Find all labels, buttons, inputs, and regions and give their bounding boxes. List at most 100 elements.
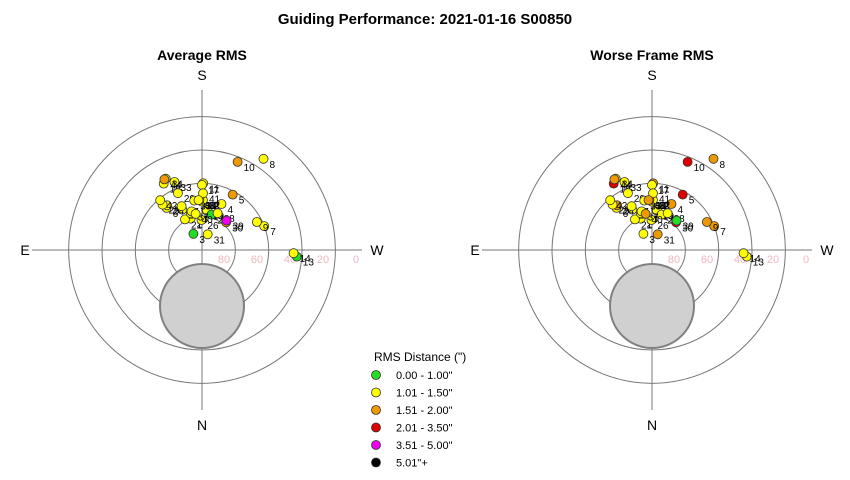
- pointing-label: 30: [682, 223, 694, 234]
- pointing-label: 11: [209, 184, 220, 195]
- pointing-label: 41: [659, 194, 671, 205]
- pointing-label: 25: [619, 206, 631, 217]
- legend-label: 0.00 - 1.00": [396, 370, 453, 382]
- north-label: N: [197, 417, 207, 433]
- pointing-label: 40: [652, 215, 664, 226]
- pointing-label: 24: [623, 206, 635, 217]
- pointing-marker: [196, 215, 207, 225]
- pointing-label: 21: [191, 220, 203, 231]
- south-label: S: [197, 67, 206, 83]
- pointing-label: 35: [650, 202, 662, 213]
- pointing-label: 17: [658, 186, 670, 197]
- pointing-label: 10: [244, 163, 256, 174]
- altitude-tick-label: 80: [218, 254, 230, 266]
- pointing-label: 8: [720, 160, 726, 171]
- pointing-label: 34: [172, 180, 184, 191]
- pointing-label: 13: [753, 258, 765, 269]
- pointing-label: 31: [214, 235, 226, 246]
- legend-swatch: [371, 457, 381, 468]
- pointing-marker: [638, 228, 649, 239]
- pointing-marker: [288, 248, 299, 259]
- pointing-label: 43: [205, 201, 217, 212]
- pointing-label: 12: [658, 201, 670, 212]
- pointing-label: 36: [205, 201, 217, 212]
- pointing-label: 11: [659, 184, 670, 195]
- legend-label: 1.51 - 2.00": [396, 405, 453, 417]
- pointing-marker: [155, 195, 166, 206]
- pointing-marker: [198, 188, 208, 199]
- pointing-marker: [702, 217, 712, 227]
- pointing-marker: [169, 177, 180, 187]
- pointing-marker: [258, 153, 269, 164]
- pointing-label: 42: [166, 201, 178, 212]
- pointing-marker: [609, 174, 620, 185]
- figure-title: Guiding Performance: 2021-01-16 S00850: [278, 11, 572, 28]
- pointing-marker: [159, 174, 170, 185]
- pointing-label: 9: [263, 223, 269, 234]
- pointing-marker: [648, 188, 658, 199]
- pointing-marker: [227, 189, 238, 200]
- pointing-label: 32: [659, 201, 671, 212]
- pointing-marker: [630, 214, 640, 225]
- pointing-marker: [180, 214, 190, 225]
- zenith-exclusion-zone: [159, 263, 245, 349]
- panel-title: Worse Frame RMS: [590, 47, 713, 63]
- pointing-label: 42: [616, 201, 628, 212]
- pointing-label: 32: [209, 201, 221, 212]
- pointing-label: 25: [169, 206, 181, 217]
- legend-label: 2.01 - 3.50": [396, 423, 453, 435]
- pointing-label: 6: [173, 209, 179, 220]
- pointing-marker: [652, 229, 663, 240]
- east-label: E: [470, 242, 479, 258]
- pointing-label: 41: [209, 194, 221, 205]
- pointing-marker: [677, 189, 688, 200]
- pointing-marker: [232, 156, 243, 167]
- rms-legend: RMS Distance (") 0.00 - 1.00" 1.01 - 1.50"…: [371, 350, 466, 470]
- altitude-tick-label: 0: [803, 254, 809, 266]
- pointing-marker: [605, 195, 616, 206]
- pointing-label: 4: [678, 205, 684, 216]
- pointing-label: 10: [694, 163, 706, 174]
- legend-swatch: [371, 387, 381, 398]
- pointing-marker: [221, 215, 232, 226]
- pointing-label: 39: [233, 222, 245, 233]
- pointing-marker: [643, 195, 654, 206]
- pointing-label: 9: [713, 223, 719, 234]
- pointing-marker: [197, 180, 207, 190]
- legend-label: 1.01 - 1.50": [396, 388, 453, 400]
- pointing-label: 26: [208, 221, 220, 232]
- altitude-tick-label: 60: [701, 254, 713, 266]
- pointing-label: 13: [303, 258, 315, 269]
- pointing-label: 40: [202, 215, 214, 226]
- pointing-label: 31: [664, 235, 676, 246]
- legend-label: 5.01"+: [396, 458, 428, 470]
- pointing-marker: [176, 201, 187, 212]
- legend-swatch: [371, 440, 381, 450]
- panel-title: Average RMS: [157, 47, 247, 63]
- pointing-marker: [738, 248, 749, 259]
- south-label: S: [647, 67, 656, 83]
- pointing-marker: [193, 195, 204, 206]
- pointing-label: 16: [208, 203, 220, 214]
- east-label: E: [20, 242, 29, 258]
- pointing-marker: [212, 208, 223, 219]
- pointing-label: 7: [720, 227, 726, 238]
- pointing-marker: [216, 199, 227, 209]
- pointing-label: 2: [647, 220, 653, 231]
- legend-label: 3.51 - 5.00": [396, 440, 453, 452]
- pointing-marker: [708, 153, 719, 164]
- pointing-label: 4: [228, 205, 234, 216]
- pointing-label: 44: [620, 180, 632, 191]
- pointing-marker: [662, 208, 673, 219]
- pointing-marker: [188, 228, 199, 239]
- pointing-label: 5: [689, 196, 695, 207]
- altitude-tick-label: 80: [668, 254, 680, 266]
- pointing-marker: [647, 180, 657, 190]
- pointing-label: 37: [198, 212, 210, 223]
- pointing-label: 21: [641, 220, 653, 231]
- pointing-marker: [666, 199, 677, 209]
- pointing-label: 34: [622, 180, 634, 191]
